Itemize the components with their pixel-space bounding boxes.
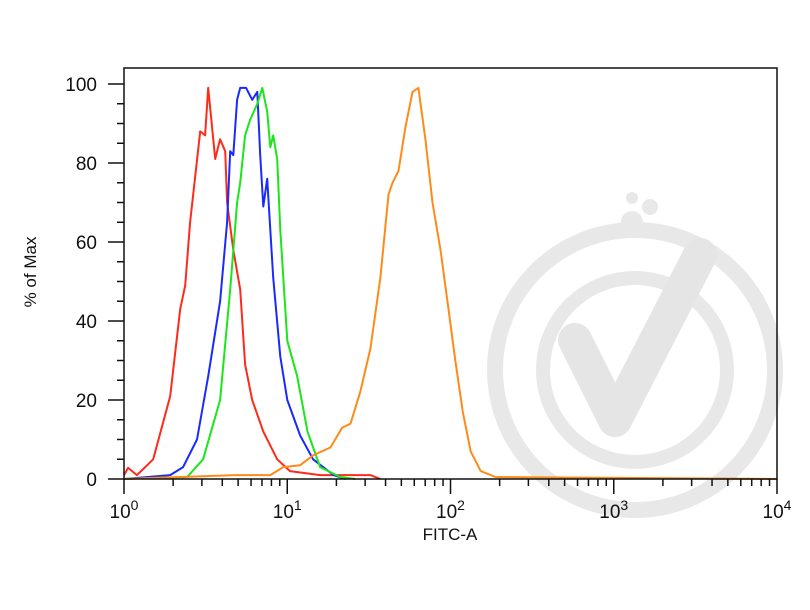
x-tick-base: 10 xyxy=(436,502,457,523)
y-tick-label: 100 xyxy=(65,75,97,96)
watermark-dot-icon xyxy=(621,211,643,233)
y-axis-label: % of Max xyxy=(21,236,40,307)
x-tick-exponent: 4 xyxy=(784,497,792,513)
x-tick-label: 103 xyxy=(599,497,628,523)
x-tick-exponent: 3 xyxy=(620,497,628,513)
y-tick-label: 0 xyxy=(86,470,97,491)
watermark-dot-icon xyxy=(642,199,658,215)
x-tick-exponent: 2 xyxy=(457,497,465,513)
x-tick-label: 100 xyxy=(110,497,139,523)
x-tick-base: 10 xyxy=(763,502,784,523)
x-axis-label: FITC-A xyxy=(423,525,478,544)
x-tick-base: 10 xyxy=(599,502,620,523)
x-tick-label: 104 xyxy=(763,497,792,523)
y-tick-label: 20 xyxy=(76,391,97,412)
histogram-green-series xyxy=(123,86,356,480)
x-tick-label: 102 xyxy=(436,497,465,523)
x-tick-label: 101 xyxy=(273,497,302,523)
x-tick-exponent: 0 xyxy=(131,497,139,513)
watermark-check-icon xyxy=(558,238,717,437)
histogram-blue-series xyxy=(123,86,346,480)
watermark-dot-icon xyxy=(626,192,638,204)
histogram-red-series xyxy=(123,86,381,480)
x-tick-exponent: 1 xyxy=(294,497,302,513)
watermark-inner-ring xyxy=(536,271,734,469)
y-tick-label: 40 xyxy=(76,312,97,333)
x-tick-base: 10 xyxy=(110,502,131,523)
y-tick-label: 60 xyxy=(76,233,97,254)
histogram-orange-series xyxy=(123,86,778,480)
x-tick-base: 10 xyxy=(273,502,294,523)
y-tick-label: 80 xyxy=(76,154,97,175)
watermark-logo xyxy=(487,192,783,518)
